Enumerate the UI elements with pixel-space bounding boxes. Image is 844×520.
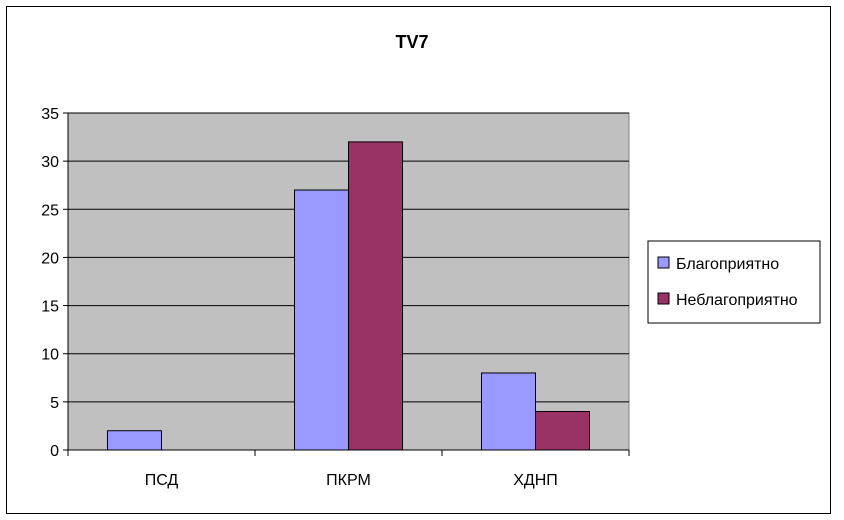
- legend-label: Благоприятно: [676, 256, 779, 273]
- y-tick-label: 0: [50, 443, 59, 460]
- legend-swatch: [657, 256, 670, 269]
- legend-box: [647, 240, 821, 324]
- legend-label: Неблагоприятно: [676, 292, 798, 309]
- x-axis: ПСД ПКРМ ХДНП: [67, 449, 630, 489]
- x-tick-label: ПСД: [145, 472, 179, 489]
- bar-unfavorable: [535, 410, 590, 451]
- y-tick-label: 30: [41, 154, 59, 171]
- y-tick-label: 10: [41, 347, 59, 364]
- bar-unfavorable: [348, 141, 403, 451]
- bar-favorable: [294, 189, 349, 451]
- y-tick-label: 5: [50, 395, 59, 412]
- y-tick-label: 35: [41, 106, 59, 123]
- legend: Благоприятно Неблагоприятно: [647, 240, 821, 324]
- y-tick-label: 15: [41, 299, 59, 316]
- chart-title: TV7: [395, 32, 428, 52]
- x-tick-label: ПКРМ: [326, 472, 371, 489]
- bar-favorable: [107, 430, 162, 451]
- x-tick-label: ХДНП: [513, 472, 558, 489]
- y-tick-label: 25: [41, 202, 59, 219]
- y-axis: 0 5 10 15 20 25 30 35: [41, 106, 69, 460]
- legend-swatch: [657, 292, 670, 305]
- bar-favorable: [481, 372, 536, 451]
- y-tick-label: 20: [41, 250, 59, 267]
